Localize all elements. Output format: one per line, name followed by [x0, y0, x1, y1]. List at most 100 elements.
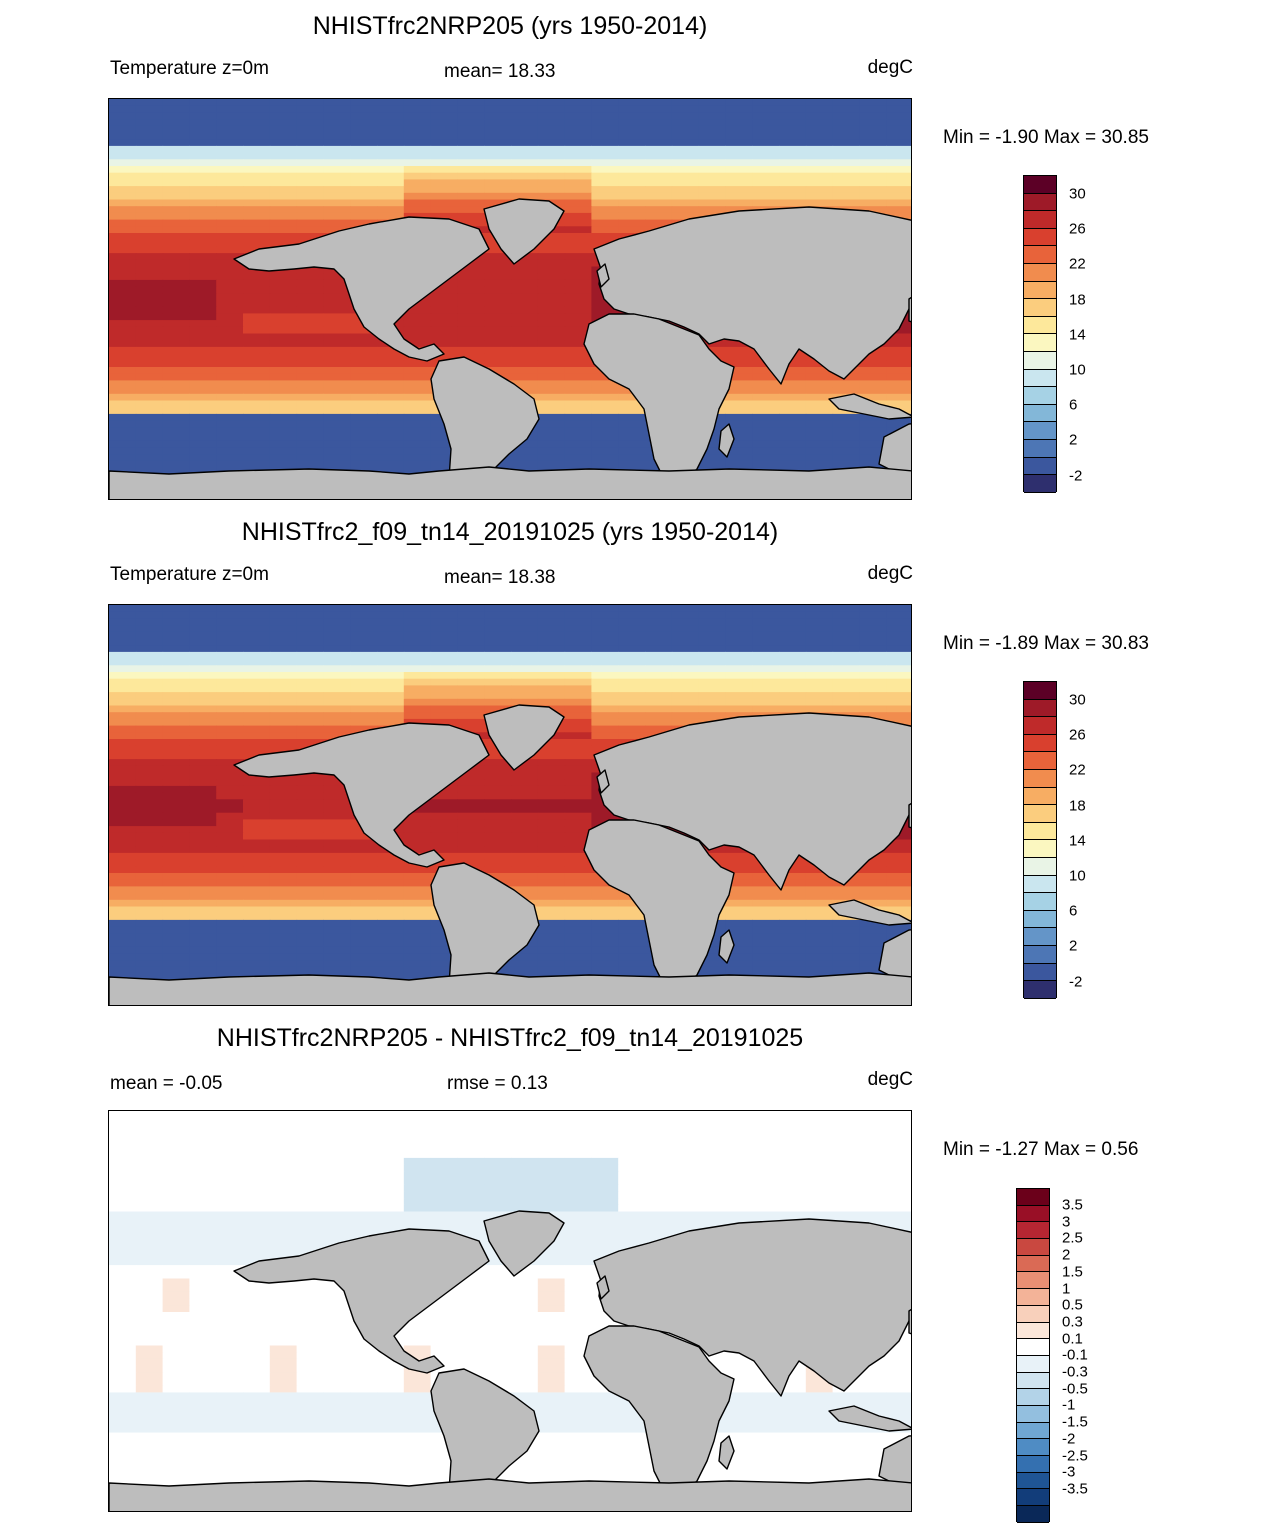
colorbar-swatch [1024, 770, 1056, 788]
colorbar-tick-label: 22 [1069, 256, 1086, 273]
colorbar-tick-label: 18 [1069, 797, 1086, 814]
colorbar-swatch [1024, 458, 1056, 476]
colorbar-swatch [1024, 229, 1056, 247]
colorbar-swatch [1017, 1306, 1049, 1323]
panel-difference: NHISTfrc2NRP205 - NHISTfrc2_f09_tn14_201… [0, 1012, 1285, 1518]
colorbar-swatch [1024, 211, 1056, 229]
colorbar-swatch [1017, 1356, 1049, 1373]
colorbar-tick-label: 22 [1069, 762, 1086, 779]
colorbar-tick-label: 1 [1062, 1280, 1070, 1297]
colorbar-swatch [1017, 1439, 1049, 1456]
colorbar-swatch [1017, 1239, 1049, 1256]
colorbar-tick-label: 2 [1069, 938, 1077, 955]
min-max-label: Min = -1.89 Max = 30.83 [943, 633, 1149, 655]
colorbar-tick-label: 0.3 [1062, 1313, 1083, 1330]
colorbar-swatch [1024, 264, 1056, 282]
colorbar-swatch [1024, 475, 1056, 493]
colorbar-swatch [1024, 717, 1056, 735]
colorbar-swatch [1017, 1423, 1049, 1440]
colorbar-swatch [1017, 1456, 1049, 1473]
colorbar-tick-label: -3.5 [1062, 1480, 1088, 1497]
colorbar-tick-label: -0.1 [1062, 1347, 1088, 1364]
colorbar-swatch [1024, 700, 1056, 718]
panel-units-label: degC [868, 563, 913, 585]
colorbar-swatch [1024, 176, 1056, 194]
land-antarctica-band [109, 467, 912, 500]
colorbar-swatch [1017, 1406, 1049, 1423]
sst-map [108, 604, 912, 1006]
colorbar-swatches [1023, 175, 1057, 492]
panel-model-b: NHISTfrc2_f09_tn14_20191025 (yrs 1950-20… [0, 506, 1285, 1012]
land-antarctica-band [109, 1479, 912, 1512]
colorbar-swatch [1024, 370, 1056, 388]
colorbar-swatch [1017, 1489, 1049, 1506]
colorbar-tick-label: 10 [1069, 362, 1086, 379]
panel-title: NHISTfrc2_f09_tn14_20191025 (yrs 1950-20… [110, 518, 910, 547]
panel-units-label: degC [868, 1069, 913, 1091]
colorbar-swatch [1024, 840, 1056, 858]
sst-map [108, 98, 912, 500]
map-svg [109, 605, 912, 1006]
colorbar-swatch [1024, 299, 1056, 317]
panel-left-label: Temperature z=0m [110, 564, 269, 586]
colorbar-swatch [1024, 387, 1056, 405]
colorbar-swatch [1017, 1339, 1049, 1356]
colorbar-tick-label: -2 [1069, 973, 1082, 990]
colorbar-tick-label: 1.5 [1062, 1263, 1083, 1280]
map-svg [109, 99, 912, 500]
panel-mean-label: mean= 18.33 [444, 61, 555, 83]
panel-mean-label: mean = -0.05 [110, 1073, 223, 1095]
colorbar-tick-label: -0.5 [1062, 1380, 1088, 1397]
colorbar-tick-label: -1.5 [1062, 1414, 1088, 1431]
panel-model-a: NHISTfrc2NRP205 (yrs 1950-2014) Temperat… [0, 0, 1285, 506]
colorbar-swatch [1024, 405, 1056, 423]
colorbar-tick-label: 0.5 [1062, 1297, 1083, 1314]
colorbar-tick-label: 26 [1069, 727, 1086, 744]
colorbar-tick-label: 6 [1069, 903, 1077, 920]
colorbar-tick-label: 2 [1062, 1247, 1070, 1264]
panel-title: NHISTfrc2NRP205 - NHISTfrc2_f09_tn14_201… [110, 1024, 910, 1053]
colorbar-swatch [1024, 946, 1056, 964]
colorbar-tick-label: -1 [1062, 1397, 1075, 1414]
land-antarctica-band [109, 973, 912, 1006]
sst-difference-map [108, 1110, 912, 1512]
panel-mean-label: mean= 18.38 [444, 567, 555, 589]
colorbar-swatch [1017, 1506, 1049, 1523]
colorbar-swatch [1024, 246, 1056, 264]
colorbar-swatch [1024, 735, 1056, 753]
colorbar-swatch [1017, 1289, 1049, 1306]
colorbar-swatch [1017, 1256, 1049, 1273]
min-max-label: Min = -1.90 Max = 30.85 [943, 127, 1149, 149]
colorbar-swatch [1017, 1222, 1049, 1239]
colorbar-swatch [1024, 352, 1056, 370]
colorbar-swatch [1024, 422, 1056, 440]
colorbar-tick-label: 2.5 [1062, 1230, 1083, 1247]
colorbar-swatches [1016, 1188, 1050, 1522]
colorbar-tick-label: -3 [1062, 1464, 1075, 1481]
colorbar-swatch [1024, 317, 1056, 335]
colorbar-swatch [1017, 1272, 1049, 1289]
colorbar-swatch [1024, 823, 1056, 841]
panel-units-label: degC [868, 57, 913, 79]
colorbar-swatch [1024, 788, 1056, 806]
colorbar-tick-label: -2.5 [1062, 1447, 1088, 1464]
colorbar-swatch [1017, 1206, 1049, 1223]
map-svg [109, 1111, 912, 1512]
colorbar-tick-label: 26 [1069, 221, 1086, 238]
panel-rmse-label: rmse = 0.13 [447, 1073, 548, 1095]
colorbar-tick-label: 14 [1069, 326, 1086, 343]
panel-left-label: Temperature z=0m [110, 58, 269, 80]
colorbar-tick-label: 30 [1069, 186, 1086, 203]
colorbar-tick-label: 10 [1069, 868, 1086, 885]
colorbar-swatch [1017, 1189, 1049, 1206]
colorbar-tick-label: 3.5 [1062, 1197, 1083, 1214]
colorbar-swatch [1024, 964, 1056, 982]
colorbar-swatch [1017, 1473, 1049, 1490]
colorbar-tick-label: 30 [1069, 692, 1086, 709]
colorbar-swatch [1024, 858, 1056, 876]
colorbar-swatches [1023, 681, 1057, 998]
colorbar-swatch [1017, 1389, 1049, 1406]
colorbar-tick-label: 14 [1069, 832, 1086, 849]
colorbar-swatch [1024, 752, 1056, 770]
min-max-label: Min = -1.27 Max = 0.56 [943, 1139, 1138, 1161]
